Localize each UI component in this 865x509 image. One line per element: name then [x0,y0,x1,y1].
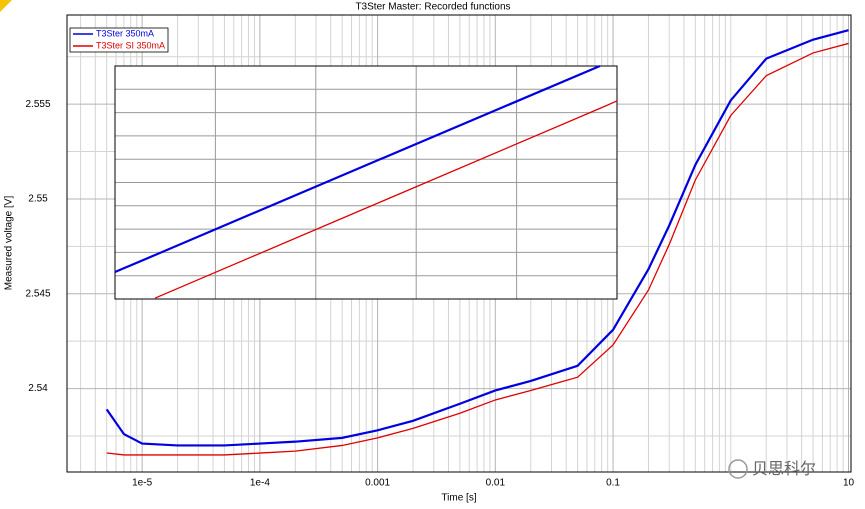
plot-border [66,14,852,473]
legend-label: T3Ster SI 350mA [96,40,165,50]
chart-title: T3Ster Master: Recorded functions [355,2,510,13]
y-tick-label: 2.54 [28,383,48,394]
x-tick-label: 10 [843,478,855,489]
y-axis-title: Measured voltage [V] [4,196,15,291]
legend-label: T3Ster 350mA [96,28,154,38]
legend: T3Ster 350mA T3Ster SI 350mA [69,27,169,53]
x-tick-label: 1e-4 [250,478,270,489]
x-tick-label: 0.001 [365,478,390,489]
watermark-icon [728,459,748,479]
series-line [154,100,618,299]
legend-box [69,27,169,53]
y-tick-label: 2.545 [25,288,50,299]
x-tick-label: 0.01 [486,478,506,489]
corner-marker [0,0,12,12]
x-tick-label: 0.1 [606,478,620,489]
x-tick-label: 1e-5 [132,478,152,489]
plot-border [114,65,618,300]
watermark: 贝思科尔 [752,460,816,478]
series-line [105,29,849,447]
y-tick-label: 2.555 [25,99,50,110]
series-line [106,42,849,456]
series-line [114,64,601,273]
x-axis-title: Time [s] [441,493,476,504]
y-tick-label: 2.55 [28,194,48,205]
